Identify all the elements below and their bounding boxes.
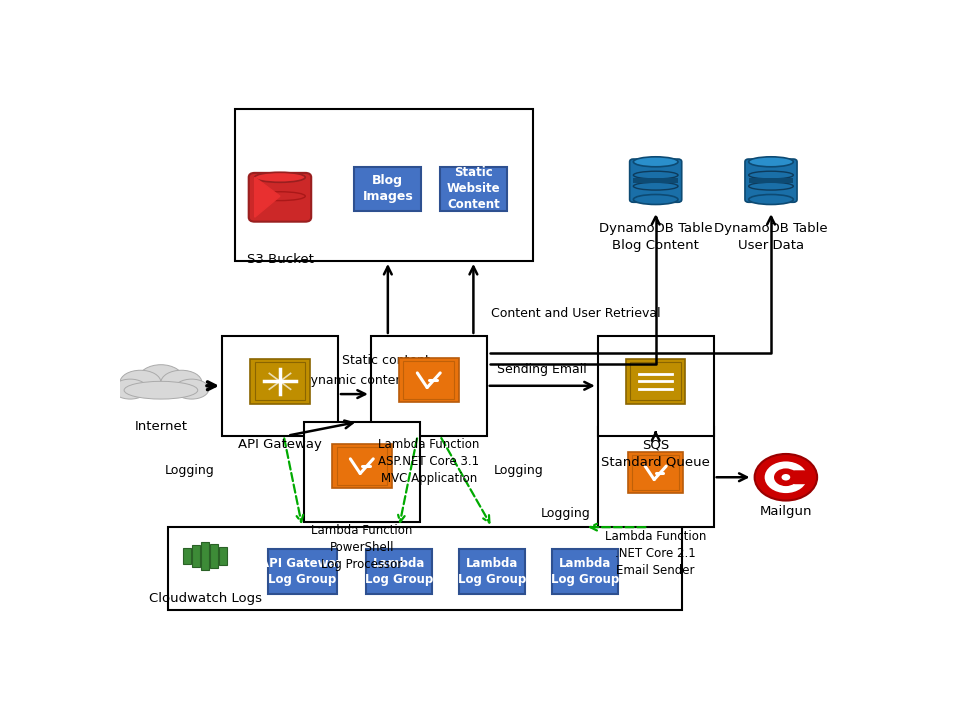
Bar: [222, 336, 338, 436]
FancyBboxPatch shape: [628, 452, 684, 493]
FancyBboxPatch shape: [792, 470, 810, 485]
Text: SQS
Standard Queue: SQS Standard Queue: [601, 438, 710, 469]
Text: Cloudwatch Logs: Cloudwatch Logs: [149, 592, 262, 605]
Ellipse shape: [749, 157, 793, 167]
Text: Lambda Function
PowerShell
Log Processor: Lambda Function PowerShell Log Processor: [311, 524, 413, 572]
Text: API Gateway
Log Group: API Gateway Log Group: [260, 557, 344, 586]
Text: Content and User Retrieval: Content and User Retrieval: [491, 307, 660, 320]
Ellipse shape: [254, 172, 305, 182]
FancyBboxPatch shape: [192, 545, 200, 567]
Text: Static content: Static content: [342, 354, 429, 367]
FancyBboxPatch shape: [745, 159, 797, 202]
Text: S3 Bucket: S3 Bucket: [247, 253, 313, 266]
FancyBboxPatch shape: [219, 547, 227, 564]
Ellipse shape: [124, 382, 198, 399]
FancyBboxPatch shape: [366, 549, 432, 594]
Text: Lambda Function
ASP.NET Core 3.1
MVC Application: Lambda Function ASP.NET Core 3.1 MVC App…: [378, 438, 479, 485]
FancyBboxPatch shape: [551, 549, 618, 594]
Polygon shape: [254, 177, 280, 217]
Text: Lambda Function
.NET Core 2.1
Email Sender: Lambda Function .NET Core 2.1 Email Send…: [605, 530, 707, 577]
Circle shape: [755, 454, 817, 500]
FancyBboxPatch shape: [459, 549, 525, 594]
FancyBboxPatch shape: [249, 173, 311, 222]
FancyBboxPatch shape: [210, 544, 218, 567]
Circle shape: [781, 474, 790, 480]
FancyBboxPatch shape: [201, 541, 209, 570]
Text: DynamoDB Table
User Data: DynamoDB Table User Data: [714, 222, 828, 252]
Text: Lambda
Log Group: Lambda Log Group: [551, 557, 619, 586]
FancyBboxPatch shape: [634, 178, 678, 184]
FancyBboxPatch shape: [626, 359, 685, 403]
Bar: [371, 336, 487, 436]
Text: Lambda
Log Group: Lambda Log Group: [365, 557, 433, 586]
Circle shape: [774, 469, 798, 486]
FancyBboxPatch shape: [440, 167, 507, 211]
Text: Logging: Logging: [494, 464, 544, 477]
Bar: [598, 336, 713, 436]
Ellipse shape: [634, 194, 678, 204]
Ellipse shape: [634, 157, 678, 167]
Text: Dynamic content: Dynamic content: [300, 374, 408, 387]
Text: Internet: Internet: [134, 420, 187, 433]
Ellipse shape: [175, 379, 208, 399]
Bar: [303, 422, 420, 521]
Text: Mailgun: Mailgun: [759, 505, 812, 518]
Text: Lambda
Log Group: Lambda Log Group: [458, 557, 526, 586]
Bar: [168, 527, 682, 611]
FancyBboxPatch shape: [630, 159, 682, 202]
FancyBboxPatch shape: [251, 359, 310, 403]
Text: Logging: Logging: [165, 464, 214, 477]
Text: API Gateway: API Gateway: [238, 438, 322, 451]
Text: Sending Email: Sending Email: [497, 363, 588, 376]
FancyBboxPatch shape: [332, 444, 392, 488]
Text: Logging: Logging: [540, 507, 590, 520]
Ellipse shape: [161, 370, 202, 395]
FancyBboxPatch shape: [354, 167, 421, 211]
Text: Static
Website
Content: Static Website Content: [446, 166, 500, 212]
Bar: [235, 109, 533, 261]
FancyBboxPatch shape: [268, 549, 337, 594]
FancyBboxPatch shape: [749, 178, 793, 184]
Ellipse shape: [749, 194, 793, 204]
FancyBboxPatch shape: [183, 548, 191, 564]
Text: Blog
Images: Blog Images: [363, 174, 413, 204]
Ellipse shape: [138, 365, 183, 394]
Ellipse shape: [113, 379, 148, 399]
Ellipse shape: [120, 370, 161, 395]
Circle shape: [764, 462, 807, 493]
FancyBboxPatch shape: [399, 358, 459, 402]
Bar: [598, 428, 713, 527]
Text: DynamoDB Table
Blog Content: DynamoDB Table Blog Content: [599, 222, 712, 252]
